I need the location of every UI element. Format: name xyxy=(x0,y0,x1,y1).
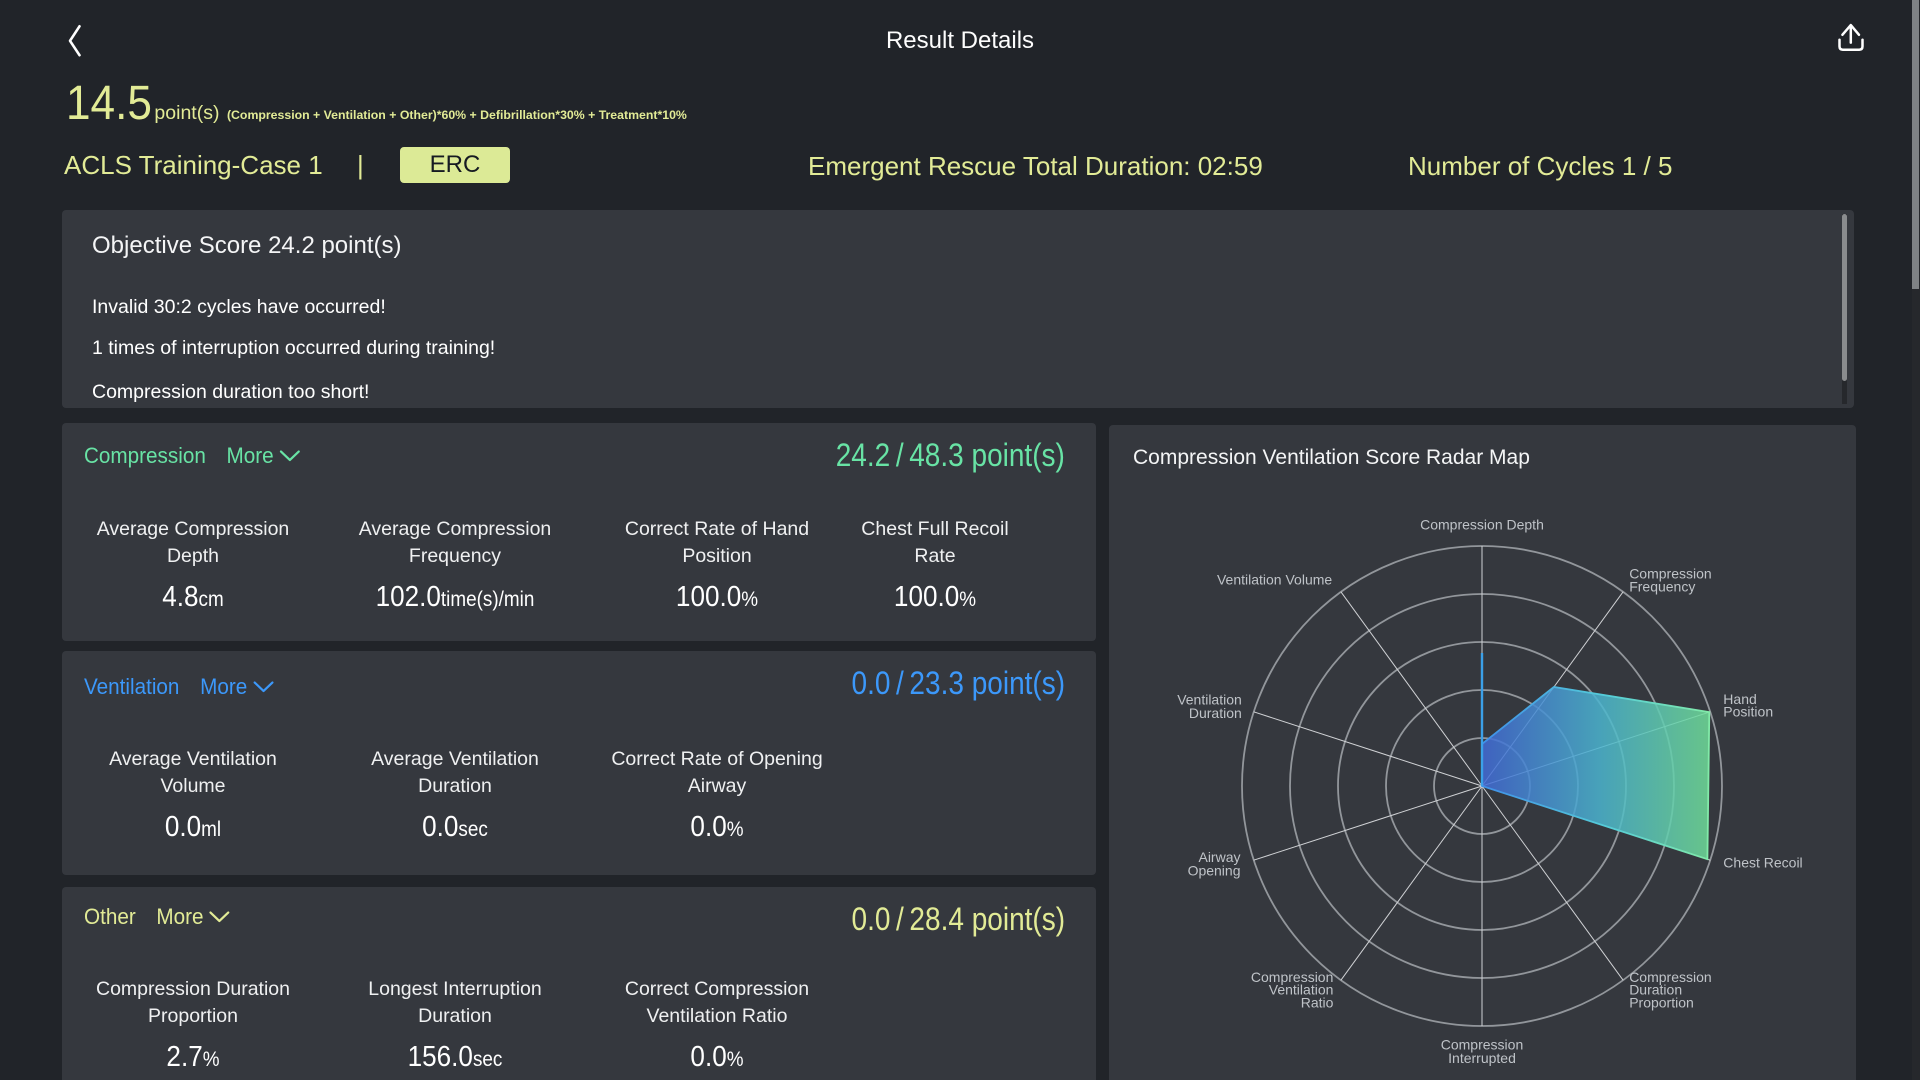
svg-text:Position: Position xyxy=(1723,704,1773,720)
svg-text:Ventilation Volume: Ventilation Volume xyxy=(1217,572,1332,588)
svg-text:Compression Depth: Compression Depth xyxy=(1420,517,1544,533)
svg-text:Compression: Compression xyxy=(1441,1037,1523,1053)
svg-text:Compression: Compression xyxy=(1629,969,1711,985)
svg-text:Hand: Hand xyxy=(1723,691,1756,707)
svg-text:Frequency: Frequency xyxy=(1629,579,1695,595)
svg-text:Proportion: Proportion xyxy=(1629,995,1694,1011)
svg-text:Chest Recoil: Chest Recoil xyxy=(1723,854,1802,870)
svg-text:Compression: Compression xyxy=(1251,969,1333,985)
svg-text:Duration: Duration xyxy=(1189,705,1242,721)
svg-text:Interrupted: Interrupted xyxy=(1448,1050,1516,1066)
svg-text:Compression: Compression xyxy=(1629,566,1711,582)
svg-text:Opening: Opening xyxy=(1188,863,1241,879)
svg-text:Ventilation: Ventilation xyxy=(1269,982,1334,998)
svg-text:Ratio: Ratio xyxy=(1301,995,1334,1011)
svg-text:Duration: Duration xyxy=(1629,982,1682,998)
svg-text:Ventilation: Ventilation xyxy=(1177,691,1242,707)
svg-text:Airway: Airway xyxy=(1198,849,1240,865)
